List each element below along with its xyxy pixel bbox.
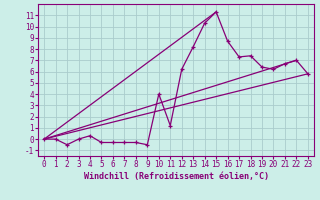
X-axis label: Windchill (Refroidissement éolien,°C): Windchill (Refroidissement éolien,°C): [84, 172, 268, 181]
